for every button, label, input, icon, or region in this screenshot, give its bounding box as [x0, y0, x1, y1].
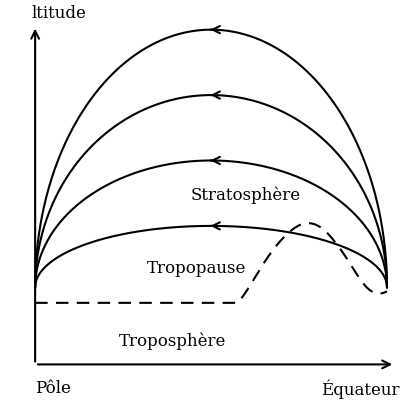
Text: Équateur: Équateur — [320, 380, 398, 399]
Text: ltitude: ltitude — [31, 5, 86, 22]
Text: Pôle: Pôle — [35, 380, 71, 397]
Text: Tropopause: Tropopause — [147, 260, 246, 277]
Text: Troposphère: Troposphère — [119, 333, 226, 350]
Text: Stratosphère: Stratosphère — [190, 186, 300, 204]
